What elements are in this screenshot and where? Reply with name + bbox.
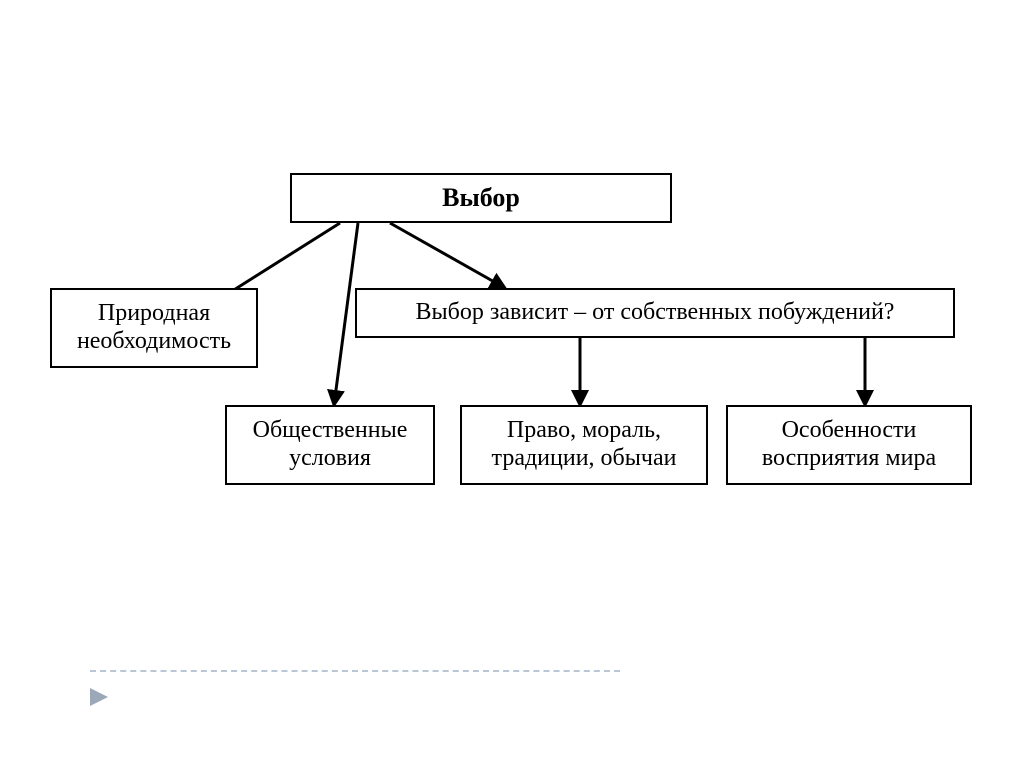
node-label: Выбор <box>442 183 520 213</box>
slide-decor-triangle-icon <box>90 688 108 706</box>
node-social-conditions: Общественные условия <box>225 405 435 485</box>
node-label: Особенности восприятия мира <box>762 417 936 472</box>
node-label: Общественные условия <box>253 417 408 472</box>
node-label: Право, мораль, традиции, обычаи <box>492 417 677 472</box>
node-choice-depends: Выбор зависит – от собственных побуждени… <box>355 288 955 338</box>
node-perception: Особенности восприятия мира <box>726 405 972 485</box>
node-choice: Выбор <box>290 173 672 223</box>
node-natural-necessity: Природная необходимость <box>50 288 258 368</box>
arrows-layer <box>0 0 1024 767</box>
slide-decor-line <box>90 670 620 672</box>
node-label: Природная необходимость <box>77 300 231 355</box>
node-label: Выбор зависит – от собственных побуждени… <box>416 299 895 327</box>
diagram-stage: Выбор Природная необходимость Выбор зави… <box>0 0 1024 767</box>
node-law-morals: Право, мораль, традиции, обычаи <box>460 405 708 485</box>
